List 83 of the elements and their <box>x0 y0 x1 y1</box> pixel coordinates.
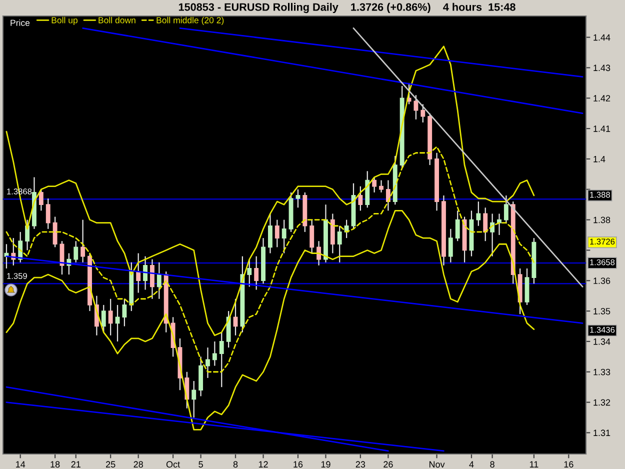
x-tick-label: 5 <box>198 461 203 468</box>
y-tick-label: 1.4 <box>594 156 606 162</box>
chart-title: 150853 - EURUSD Rolling Daily 1.3726 (+0.86%) 4 hours 15:48 <box>178 2 516 14</box>
candlestick <box>386 180 390 212</box>
candlestick <box>233 298 238 336</box>
y-tick-label: 1.33 <box>594 368 610 376</box>
y-tick-label: 1.35 <box>594 308 610 314</box>
candlestick <box>206 346 210 379</box>
x-tick-label: 8 <box>490 461 494 468</box>
line-series <box>6 146 535 373</box>
candlestick <box>80 219 86 263</box>
candlestick <box>490 213 495 257</box>
x-tick-label: 28 <box>134 461 143 468</box>
x-tick-label: 18 <box>50 461 60 468</box>
annotation: 1.388 <box>590 192 610 198</box>
candlestick <box>372 176 377 193</box>
candlestick <box>52 216 58 248</box>
x-tick-label: 26 <box>384 461 393 468</box>
y-tick-label: 1.38 <box>594 216 610 224</box>
candlestick <box>420 104 426 124</box>
annotation: Price <box>10 20 30 26</box>
x-tick-label: Oct <box>166 461 180 468</box>
candlestick <box>212 340 217 366</box>
line-series <box>6 210 535 430</box>
y-tick-label: 1.32 <box>594 399 610 406</box>
candlestick <box>254 256 259 290</box>
x-tick-label: Nov <box>429 461 445 468</box>
candlestick <box>143 256 148 290</box>
y-tick-label: 1.44 <box>594 34 610 41</box>
candlestick <box>46 198 50 230</box>
x-tick-label: 23 <box>356 461 366 468</box>
candlestick <box>108 298 113 336</box>
x-tick-label: 11 <box>530 461 538 468</box>
candlestick <box>448 228 453 263</box>
candlestick <box>25 219 30 251</box>
candlestick <box>497 213 502 236</box>
x-tick-label: 16 <box>564 461 574 468</box>
candlestick <box>156 262 162 300</box>
candlestick <box>310 219 314 254</box>
x-tick-label: 4 <box>469 461 474 468</box>
candlestick <box>122 298 127 327</box>
candlestick <box>101 304 106 333</box>
y-tick-label: 1.36 <box>594 278 610 284</box>
y-tick-label: 1.43 <box>594 64 610 72</box>
candlestick <box>115 304 120 342</box>
candlestick <box>476 200 481 226</box>
candlestick <box>504 194 508 224</box>
y-tick-label: 1.41 <box>594 126 610 132</box>
candlestick <box>219 332 224 388</box>
candlestick <box>379 180 384 193</box>
candlestick <box>455 210 460 242</box>
line-series <box>6 46 535 336</box>
x-tick-label: 12 <box>258 461 268 468</box>
candlestick <box>337 225 342 263</box>
annotation: 1.3658 <box>590 259 615 266</box>
y-tick-label: 1.34 <box>594 338 610 345</box>
y-tick-label: 1.42 <box>594 95 610 102</box>
x-tick-label: 14 <box>16 461 26 468</box>
x-tick-label: 8 <box>233 461 238 468</box>
annotation: 1.3436 <box>590 326 615 333</box>
legend-label: Boll middle (20 2) <box>156 16 224 26</box>
y-tick-label: 1.31 <box>594 430 610 436</box>
x-tick-label: 16 <box>294 461 303 468</box>
candlestick <box>192 380 196 418</box>
ref-line-label: 1.359 <box>7 273 27 279</box>
candlestick <box>483 207 488 242</box>
x-tick-label: 19 <box>321 461 330 468</box>
candlestick <box>38 188 44 212</box>
candlestick <box>282 219 286 254</box>
legend-label: Boll up <box>52 16 78 26</box>
candlestick <box>268 213 272 254</box>
candlestick <box>150 258 154 300</box>
candlestick <box>274 219 280 248</box>
candlestick <box>358 186 363 212</box>
annotation: 1.3726 <box>590 238 615 245</box>
candlestick <box>296 188 300 208</box>
legend-label: Boll down <box>98 16 136 24</box>
candlestick <box>136 252 141 294</box>
candlestick <box>414 94 418 120</box>
candlestick <box>247 258 252 288</box>
x-tick-label: 21 <box>71 461 80 468</box>
x-tick-label: 25 <box>106 461 116 468</box>
candlestick <box>74 240 78 263</box>
